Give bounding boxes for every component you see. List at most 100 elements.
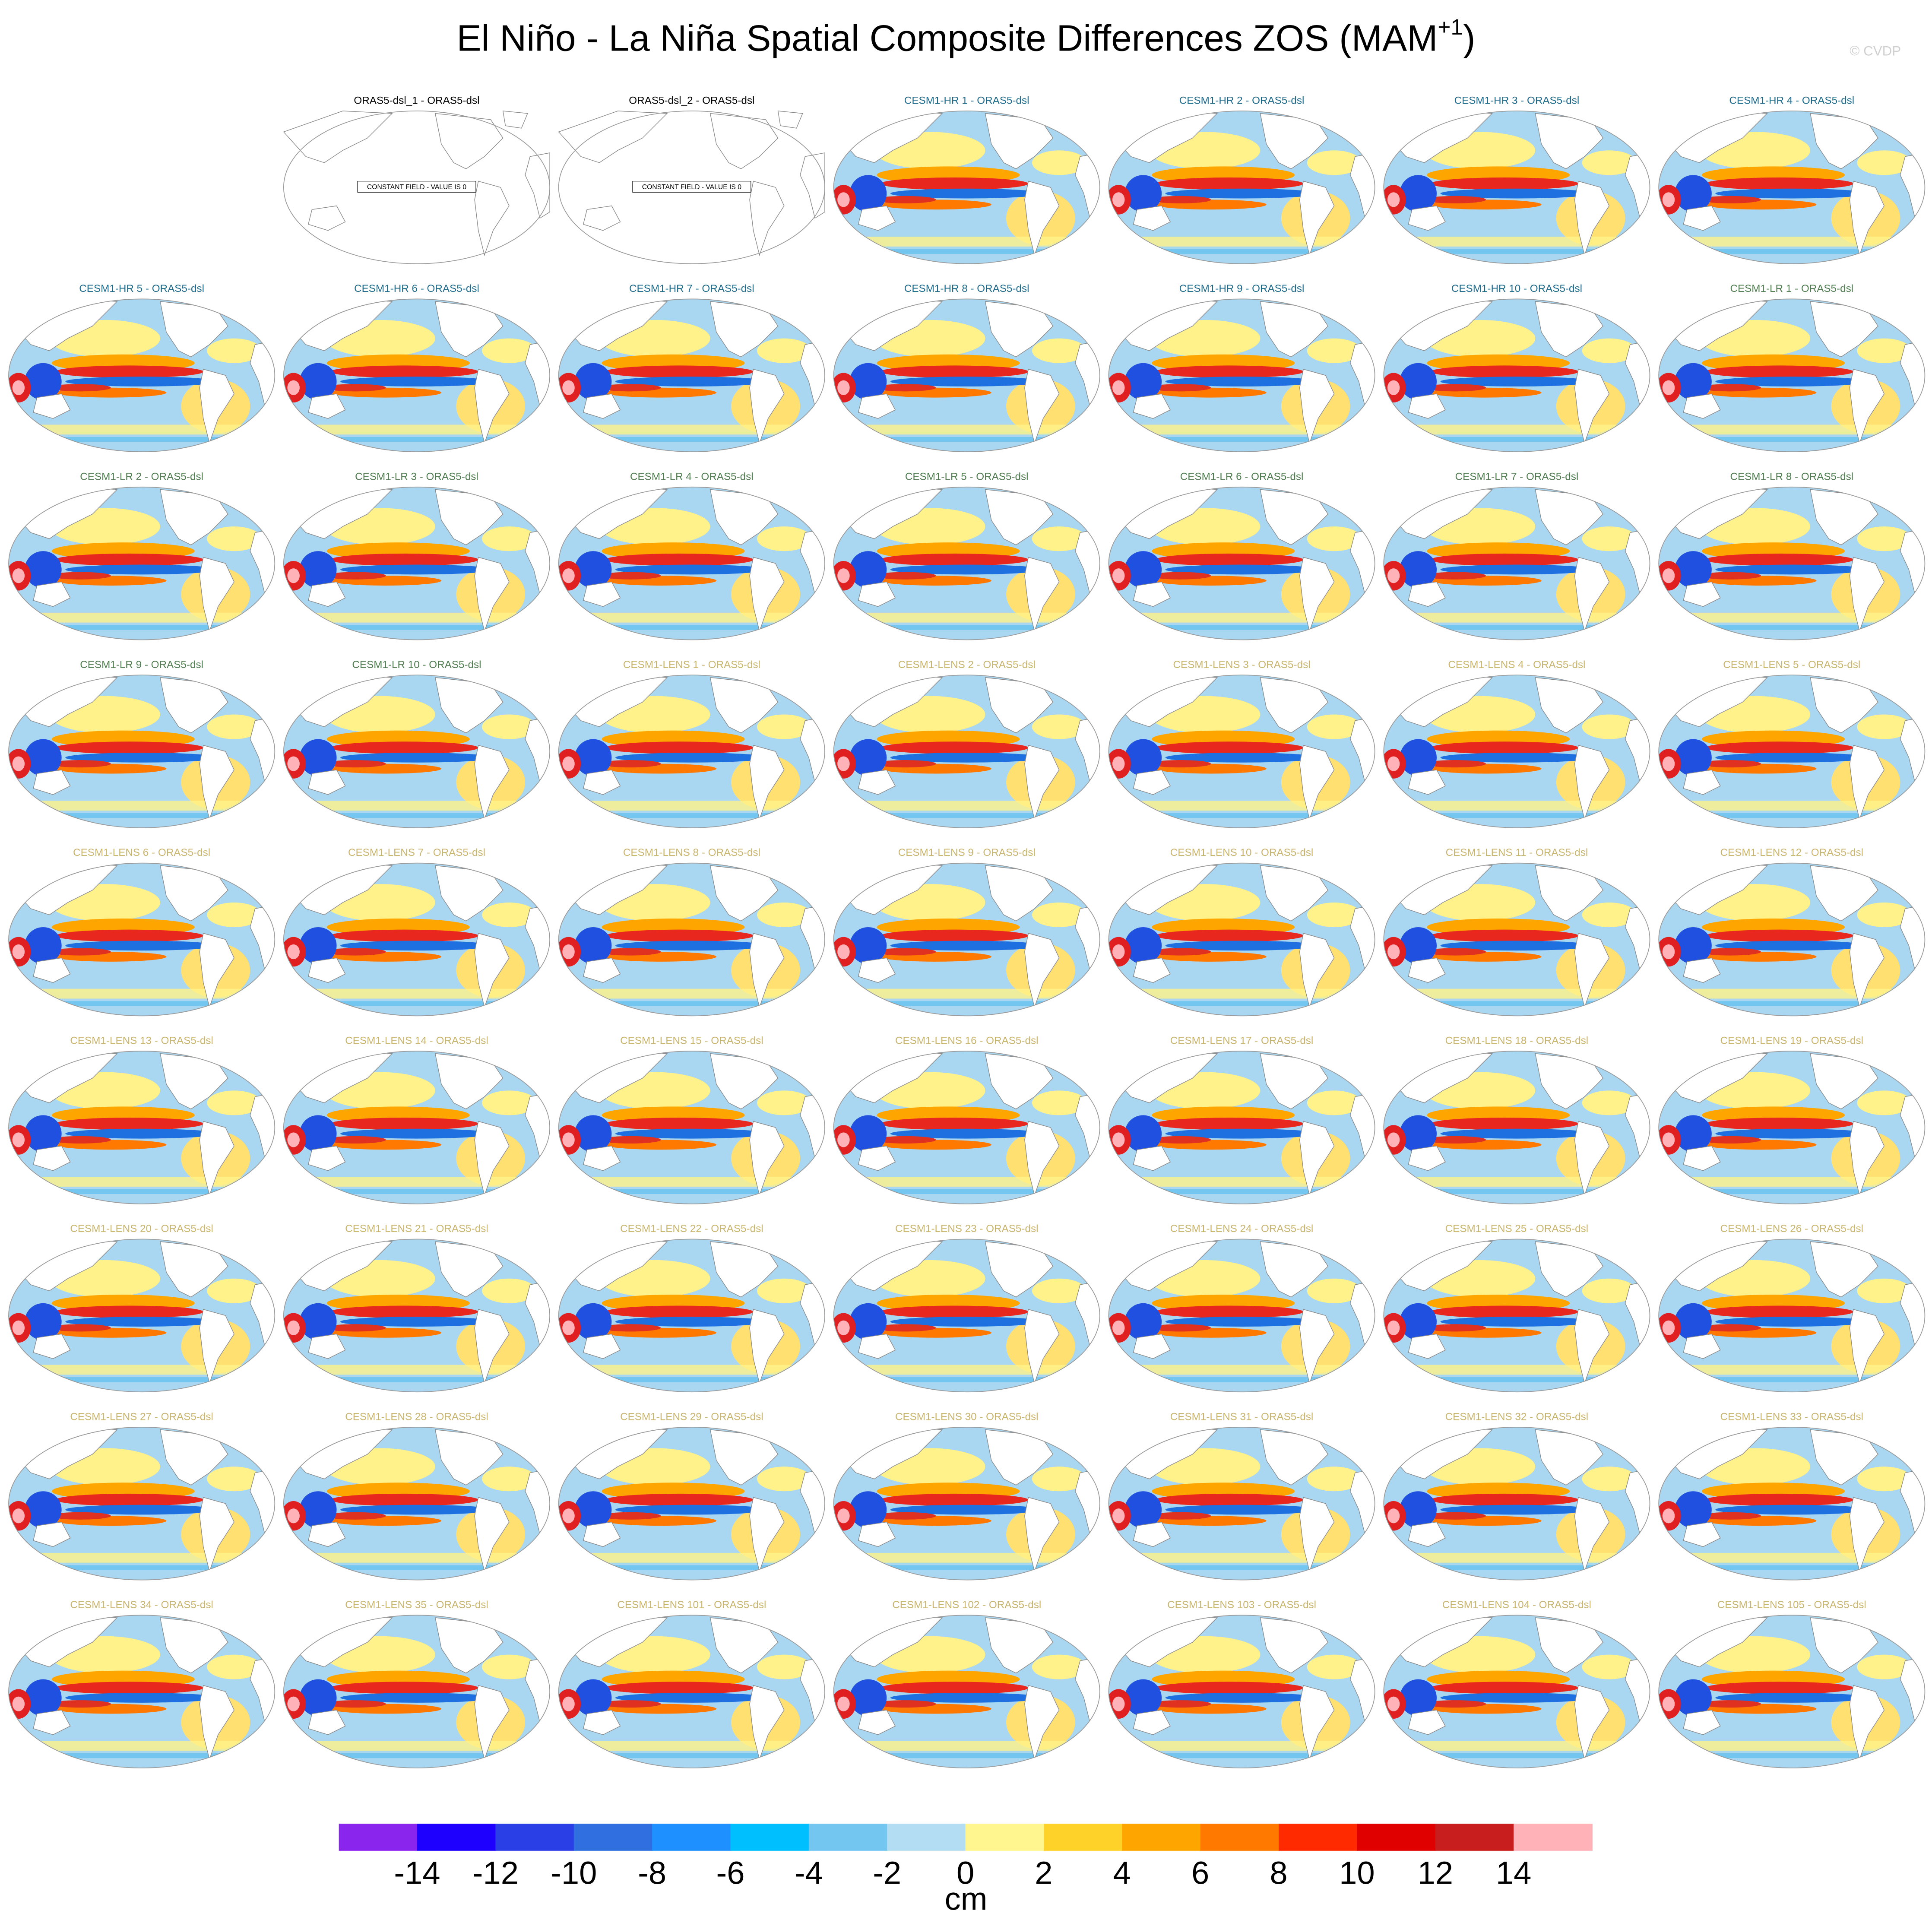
map-field xyxy=(1656,1049,1927,1206)
map-outline xyxy=(558,486,825,640)
colorbar-box xyxy=(417,1824,496,1851)
map-field xyxy=(831,1425,1102,1582)
map-panel xyxy=(1383,298,1650,453)
map-outline xyxy=(1108,675,1375,828)
panel-title: CESM1-LENS 8 - ORAS5-dsl xyxy=(623,847,760,858)
map-field xyxy=(6,1049,277,1206)
map-panel xyxy=(1383,1615,1650,1768)
colorbar-tick-label: 6 xyxy=(1191,1855,1209,1891)
map-field xyxy=(281,672,552,830)
map-field xyxy=(556,1613,827,1771)
map-field xyxy=(281,1049,552,1206)
map-panel xyxy=(831,672,1102,830)
map-outline xyxy=(1108,1239,1375,1393)
map-panel xyxy=(1108,298,1375,453)
panel-title: CESM1-LENS 35 - ORAS5-dsl xyxy=(345,1599,488,1611)
map-outline xyxy=(1108,1051,1375,1204)
colorbar-box xyxy=(1200,1824,1280,1851)
map-panel xyxy=(558,1051,825,1204)
map-field xyxy=(556,1425,827,1582)
panel-title: CESM1-HR 10 - ORAS5-dsl xyxy=(1451,283,1582,295)
map-field xyxy=(1656,485,1927,642)
map-outline xyxy=(558,675,825,828)
map-panel xyxy=(556,1425,827,1582)
map-outline xyxy=(833,1426,1100,1581)
colorbar-tick-label: -8 xyxy=(638,1855,666,1891)
panel-title: CESM1-LENS 12 - ORAS5-dsl xyxy=(1720,847,1864,858)
map-field xyxy=(1381,1425,1653,1582)
colorbar-tick-label: -10 xyxy=(551,1855,597,1891)
panel-title: CESM1-LENS 23 - ORAS5-dsl xyxy=(895,1223,1039,1235)
map-outline xyxy=(833,486,1100,640)
map-outline xyxy=(1658,675,1926,828)
map-field xyxy=(1381,672,1653,830)
map-panel xyxy=(558,298,825,453)
panel-title: CESM1-LENS 102 - ORAS5-dsl xyxy=(892,1599,1041,1611)
map-panel xyxy=(6,297,277,454)
panel-title: CESM1-LENS 104 - ORAS5-dsl xyxy=(1442,1599,1591,1611)
map-outline xyxy=(283,298,551,453)
map-panel xyxy=(8,486,276,640)
map-field xyxy=(6,672,277,830)
panel-title: CESM1-LENS 19 - ORAS5-dsl xyxy=(1720,1035,1864,1047)
map-outline xyxy=(833,1239,1100,1393)
panel-title: CESM1-LR 6 - ORAS5-dsl xyxy=(1180,471,1304,482)
map-outline xyxy=(1658,298,1926,453)
map-outline xyxy=(833,298,1100,453)
map-field xyxy=(1381,1237,1653,1394)
map-field xyxy=(1106,1613,1378,1771)
note-box xyxy=(357,181,476,193)
map-field xyxy=(1656,1237,1927,1394)
map-outline xyxy=(558,111,825,264)
colorbar-tick-label: -2 xyxy=(873,1855,901,1891)
map-field xyxy=(1106,861,1378,1018)
map-field xyxy=(556,485,827,642)
panel-title: CESM1-LENS 17 - ORAS5-dsl xyxy=(1170,1035,1314,1047)
map-outline xyxy=(1658,1426,1926,1581)
map-outline xyxy=(283,862,551,1017)
map-panel xyxy=(281,297,552,454)
map-panel xyxy=(1656,108,1927,266)
map-field xyxy=(6,297,277,454)
panel-title: CESM1-LENS 21 - ORAS5-dsl xyxy=(345,1223,488,1235)
map-field xyxy=(281,861,552,1018)
map-panel xyxy=(283,1239,551,1393)
map-field xyxy=(1656,1425,1927,1582)
map-panel xyxy=(1381,1425,1653,1582)
map-field xyxy=(1106,672,1378,830)
map-outline xyxy=(283,486,551,640)
map-panel xyxy=(833,486,1100,640)
map-field xyxy=(1381,108,1653,266)
map-field xyxy=(6,861,277,1018)
panel-title: CESM1-HR 9 - ORAS5-dsl xyxy=(1179,283,1305,295)
map-outline xyxy=(1383,862,1650,1017)
panel-title: CESM1-LENS 29 - ORAS5-dsl xyxy=(620,1411,763,1422)
map-outline xyxy=(283,1239,551,1393)
map-outline xyxy=(283,675,551,828)
panel-title: CESM1-LR 2 - ORAS5-dsl xyxy=(80,471,203,482)
map-panel xyxy=(1383,862,1650,1017)
panel-title: CESM1-LENS 2 - ORAS5-dsl xyxy=(898,659,1036,671)
map-field xyxy=(831,861,1102,1018)
map-field xyxy=(281,297,552,454)
panel-title: CESM1-LENS 31 - ORAS5-dsl xyxy=(1170,1411,1314,1422)
map-field xyxy=(831,672,1102,830)
colorbar-tick-label: -6 xyxy=(716,1855,745,1891)
colorbar-label: cm xyxy=(945,1881,988,1916)
colorbar-box xyxy=(1435,1824,1514,1851)
panel-title: CESM1-LR 10 - ORAS5-dsl xyxy=(352,659,481,671)
colorbar-tick-label: 14 xyxy=(1496,1855,1532,1891)
map-field xyxy=(556,1237,827,1394)
map-field xyxy=(1656,108,1927,266)
map-outline xyxy=(558,862,825,1017)
map-panel xyxy=(1106,861,1378,1018)
panel-title: CESM1-LENS 24 - ORAS5-dsl xyxy=(1170,1223,1314,1235)
map-outline xyxy=(283,111,551,264)
map-panel xyxy=(8,1615,276,1768)
map-field xyxy=(1656,1613,1927,1771)
panel-title: CESM1-LENS 11 - ORAS5-dsl xyxy=(1446,847,1588,858)
panel-title: CESM1-LENS 9 - ORAS5-dsl xyxy=(898,847,1036,858)
panel-title: CESM1-LENS 33 - ORAS5-dsl xyxy=(1720,1411,1864,1422)
map-outline xyxy=(1658,1051,1926,1204)
map-panel xyxy=(1383,1051,1650,1204)
